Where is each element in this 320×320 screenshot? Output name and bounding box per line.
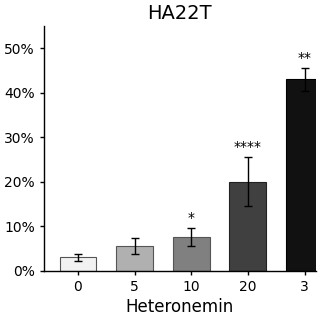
Bar xyxy=(173,237,210,271)
Text: *: * xyxy=(188,211,195,225)
Text: ****: **** xyxy=(234,140,262,154)
Bar xyxy=(229,182,266,271)
Bar xyxy=(286,79,320,271)
Text: **: ** xyxy=(298,51,311,65)
X-axis label: Heteronemin: Heteronemin xyxy=(126,298,234,316)
Bar xyxy=(60,257,96,271)
Bar xyxy=(116,246,153,271)
Title: HA22T: HA22T xyxy=(148,4,212,23)
